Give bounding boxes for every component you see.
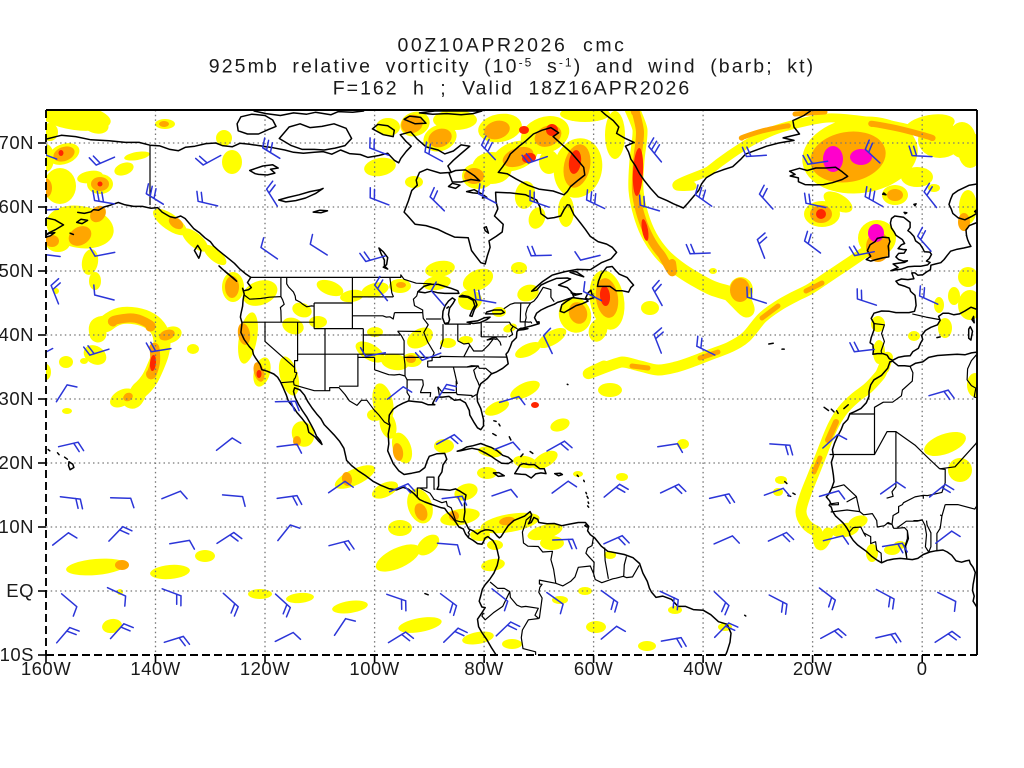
svg-text:10N: 10N: [0, 516, 34, 537]
svg-text:120W: 120W: [240, 658, 290, 679]
svg-text:50N: 50N: [0, 260, 34, 281]
svg-text:0: 0: [917, 658, 928, 679]
svg-text:20W: 20W: [793, 658, 833, 679]
svg-text:100W: 100W: [349, 658, 399, 679]
svg-text:60W: 60W: [574, 658, 614, 679]
svg-text:30N: 30N: [0, 388, 34, 409]
svg-text:140W: 140W: [130, 658, 180, 679]
svg-text:40N: 40N: [0, 324, 34, 345]
svg-text:40W: 40W: [683, 658, 723, 679]
svg-text:20N: 20N: [0, 452, 34, 473]
svg-text:160W: 160W: [21, 658, 71, 679]
svg-text:80W: 80W: [464, 658, 504, 679]
svg-text:925mb relative vorticity (10-5: 925mb relative vorticity (10-5 s-1) and …: [209, 56, 815, 78]
svg-text:10S: 10S: [0, 644, 34, 665]
svg-text:70N: 70N: [0, 132, 34, 153]
svg-text:EQ: EQ: [6, 580, 34, 601]
svg-text:00Z10APR2026 cmc: 00Z10APR2026 cmc: [397, 35, 626, 57]
svg-text:60N: 60N: [0, 196, 34, 217]
svg-text:F=162 h ; Valid 18Z16APR2026: F=162 h ; Valid 18Z16APR2026: [333, 78, 691, 100]
